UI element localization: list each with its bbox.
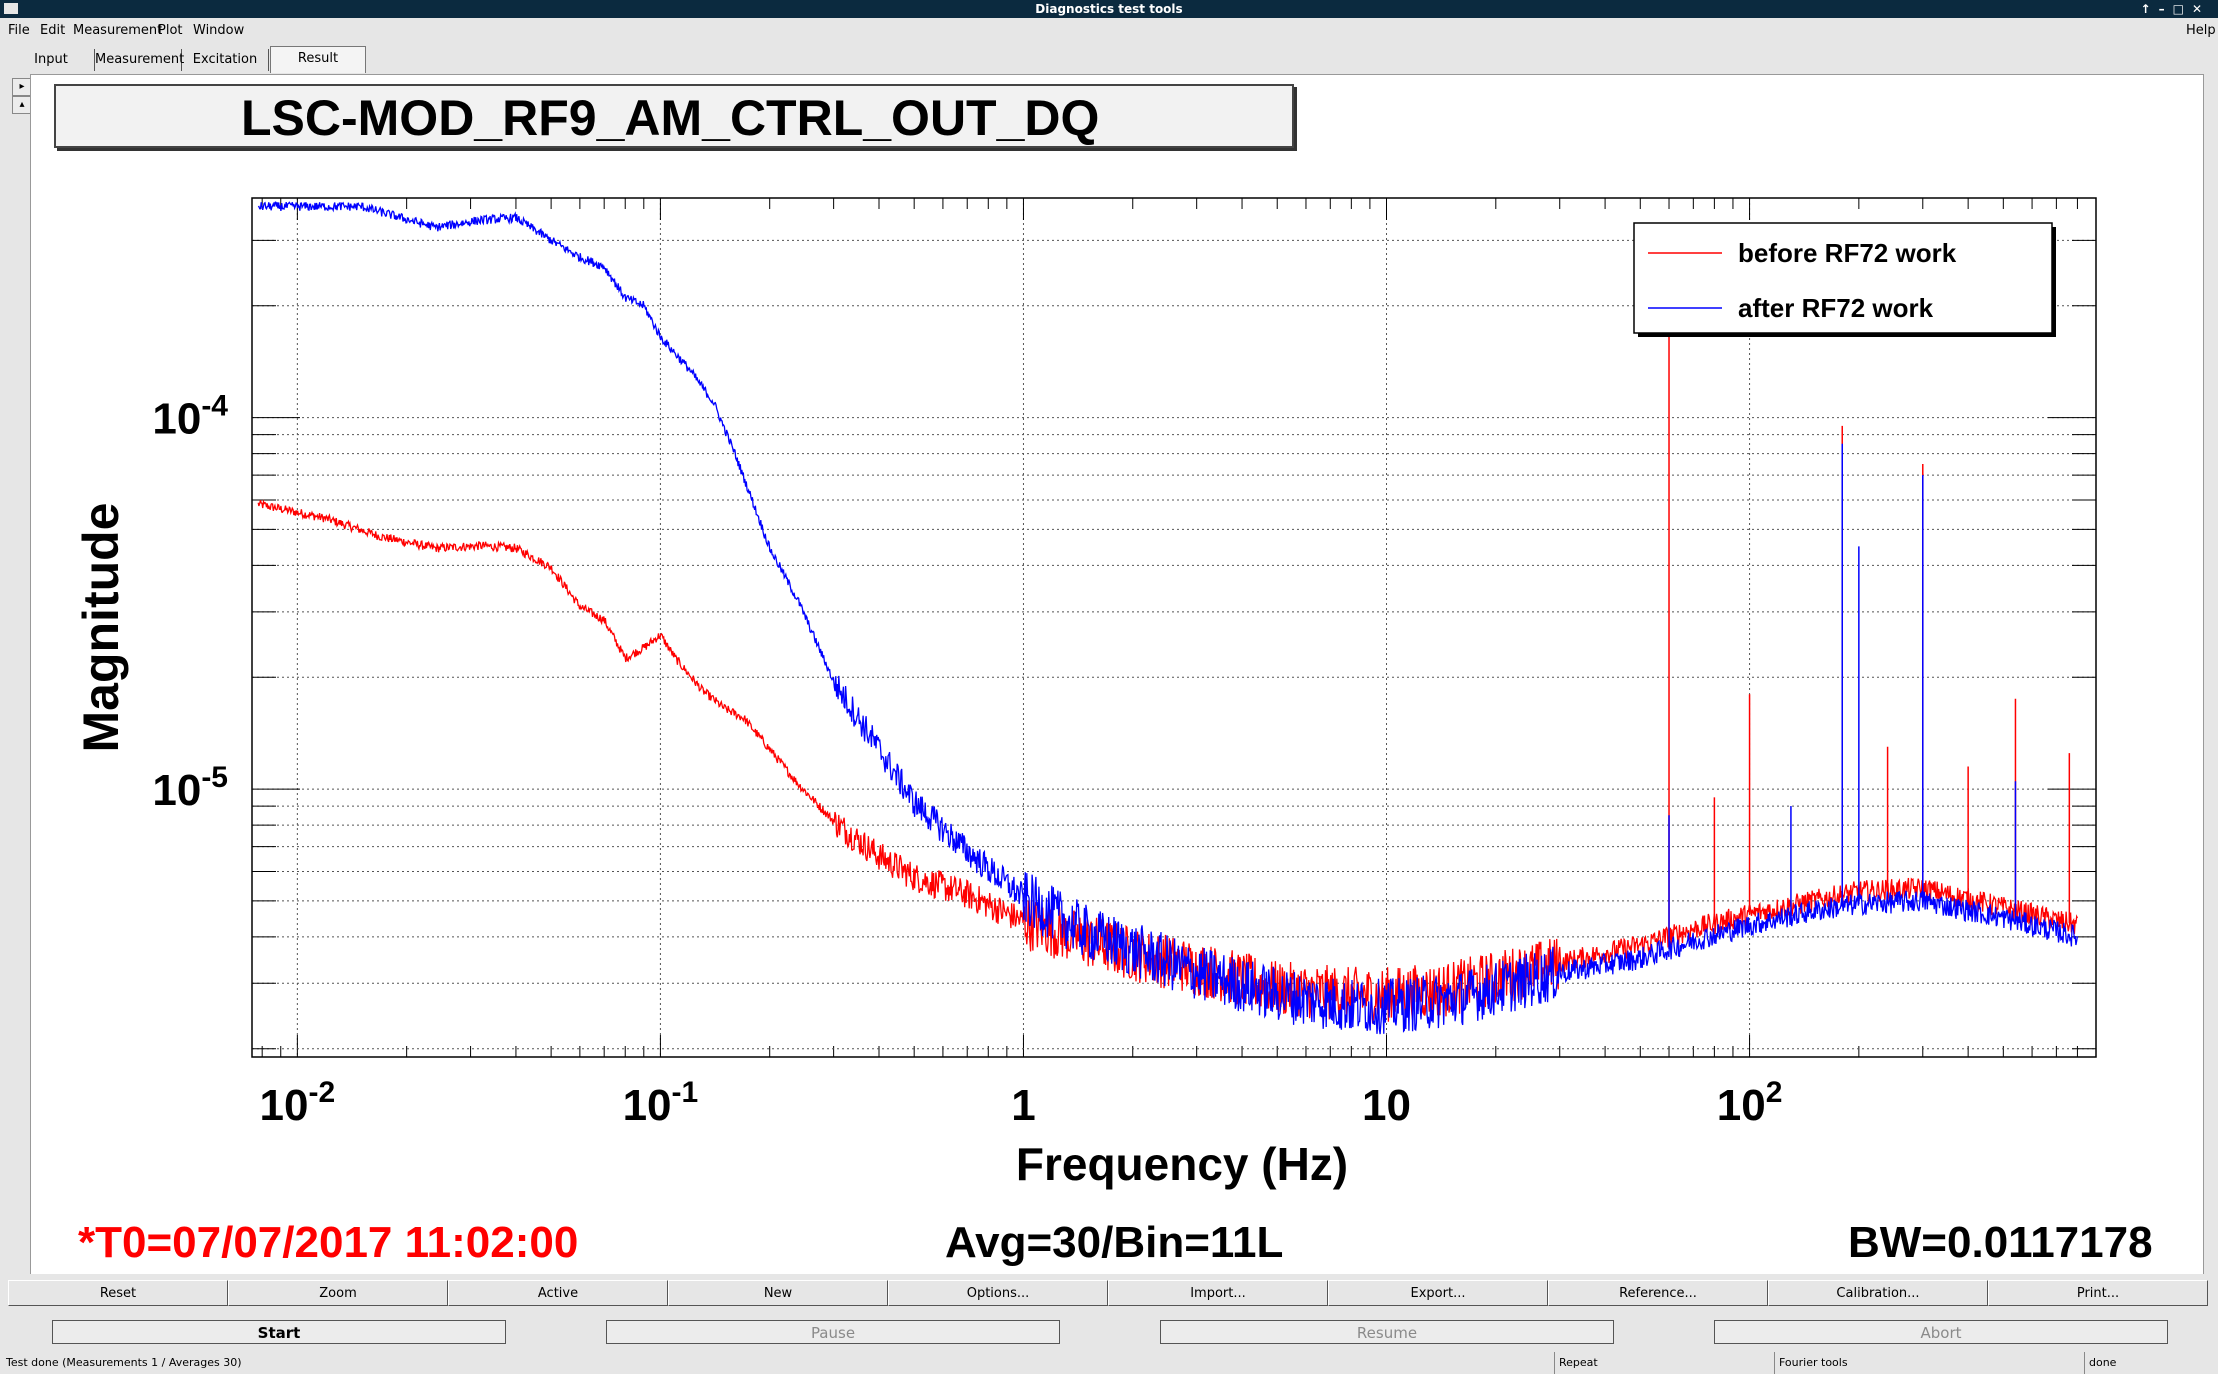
- x-axis-label: Frequency (Hz): [1016, 1138, 1348, 1190]
- menu-measurement[interactable]: Measurement: [73, 23, 163, 38]
- x-tick-label: 10-1: [623, 1076, 699, 1130]
- reset-button[interactable]: Reset: [8, 1280, 228, 1306]
- x-tick-label: 1: [1011, 1081, 1035, 1130]
- options-button[interactable]: Options...: [888, 1280, 1108, 1306]
- tab-bar: Input Measurement Excitation Result: [0, 44, 2218, 74]
- window-title: Diagnostics test tools: [1035, 2, 1183, 16]
- x-tick-label: 10-2: [260, 1076, 336, 1130]
- resume-button[interactable]: Resume: [1160, 1320, 1614, 1344]
- run-button-row: Start Pause Resume Abort: [0, 1310, 2218, 1354]
- status-fourier: Fourier tools: [1774, 1352, 1848, 1374]
- active-button[interactable]: Active: [448, 1280, 668, 1306]
- export-button[interactable]: Export...: [1328, 1280, 1548, 1306]
- plot-frame: [251, 197, 2097, 1058]
- abort-button[interactable]: Abort: [1714, 1320, 2168, 1344]
- plot-title-box: LSC-MOD_RF9_AM_CTRL_OUT_DQ: [54, 84, 1294, 148]
- plot-button-row: Reset Zoom Active New Options... Import.…: [0, 1274, 2218, 1310]
- tab-input[interactable]: Input: [8, 49, 95, 71]
- window-titlebar: Diagnostics test tools ↑–□✕: [0, 0, 2218, 18]
- tab-excitation[interactable]: Excitation: [182, 49, 269, 71]
- menu-bar: File Edit Measurement Plot Window Help: [0, 18, 2218, 44]
- legend-label-before: before RF72 work: [1738, 238, 1957, 268]
- status-bar: Test done (Measurements 1 / Averages 30)…: [0, 1352, 2218, 1374]
- y-tick-label: 10-5: [152, 761, 228, 815]
- series-line-after: [257, 201, 2079, 1035]
- t0-timestamp: *T0=07/07/2017 11:02:00: [78, 1218, 579, 1267]
- collapse-up-icon[interactable]: ▴: [12, 96, 32, 114]
- x-tick-label: 10: [1362, 1081, 1411, 1130]
- window-controls-icon[interactable]: ↑–□✕: [2140, 2, 2210, 16]
- menu-edit[interactable]: Edit: [40, 23, 66, 38]
- left-toolbar: ▸ ▴: [0, 74, 32, 1274]
- menu-help[interactable]: Help: [2186, 23, 2216, 38]
- legend-label-after: after RF72 work: [1738, 293, 1934, 323]
- plot-title: LSC-MOD_RF9_AM_CTRL_OUT_DQ: [241, 90, 1100, 146]
- tab-measurement[interactable]: Measurement: [95, 49, 184, 71]
- tab-result[interactable]: Result: [270, 46, 366, 73]
- window-menu-icon[interactable]: [4, 3, 18, 14]
- y-tick-label: 10-4: [152, 390, 228, 444]
- start-button[interactable]: Start: [52, 1320, 506, 1344]
- menu-window[interactable]: Window: [193, 23, 245, 38]
- x-tick-label: 102: [1717, 1076, 1783, 1130]
- pause-button[interactable]: Pause: [606, 1320, 1060, 1344]
- print-button[interactable]: Print...: [1988, 1280, 2208, 1306]
- bandwidth-label: BW=0.0117178: [1848, 1218, 2153, 1267]
- menu-plot[interactable]: Plot: [158, 23, 183, 38]
- menu-file[interactable]: File: [8, 23, 30, 38]
- averages-label: Avg=30/Bin=11L: [945, 1218, 1284, 1267]
- calibration-button[interactable]: Calibration...: [1768, 1280, 1988, 1306]
- status-main: Test done (Measurements 1 / Averages 30): [6, 1356, 242, 1369]
- zoom-button[interactable]: Zoom: [228, 1280, 448, 1306]
- status-repeat: Repeat: [1554, 1352, 1598, 1374]
- legend-box: [1633, 222, 2053, 334]
- y-axis-label: Magnitude: [73, 503, 129, 753]
- new-button[interactable]: New: [668, 1280, 888, 1306]
- status-done: done: [2084, 1352, 2116, 1374]
- right-border: [2202, 74, 2218, 1274]
- reference-button[interactable]: Reference...: [1548, 1280, 1768, 1306]
- import-button[interactable]: Import...: [1108, 1280, 1328, 1306]
